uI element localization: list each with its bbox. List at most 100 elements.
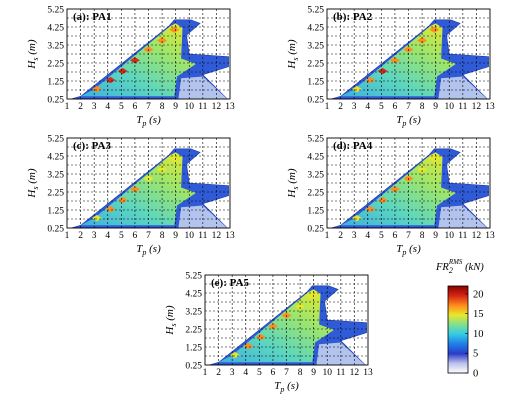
x-tick-label: 10 — [185, 102, 195, 112]
x-tick-label: 13 — [225, 102, 235, 112]
x-tick-label: 4 — [365, 102, 370, 112]
x-tick-label: 6 — [133, 102, 138, 112]
colorbar-tick-label: 10 — [473, 329, 484, 340]
x-tick-label: 13 — [363, 368, 373, 378]
y-tick-label: 5.25 — [47, 6, 64, 16]
x-tick-label: 2 — [338, 231, 343, 241]
plot-frame — [66, 8, 231, 100]
peak-point — [117, 67, 128, 75]
peak-point — [351, 85, 362, 93]
y-tick-label: 2.25 — [47, 60, 64, 70]
x-tick-label: 1 — [65, 231, 70, 241]
x-tick-label: 7 — [406, 102, 411, 112]
wave-domain-low — [438, 76, 488, 99]
x-tick-label: 2 — [216, 368, 221, 378]
y-axis-label: Hs (m) — [26, 168, 40, 198]
panel-title: (c): PA3 — [73, 140, 111, 152]
x-tick-label: 11 — [458, 102, 467, 112]
y-axis-label: Hs (m) — [164, 305, 178, 335]
peak-point — [377, 196, 388, 204]
x-tick-label: 3 — [230, 368, 235, 378]
colorbar-tick-label: 0 — [473, 369, 478, 380]
peak-point — [129, 57, 140, 64]
peak-point — [377, 67, 388, 75]
y-tick-label: 3.25 — [47, 42, 64, 52]
plot-frame — [326, 8, 491, 100]
peak-point — [157, 166, 168, 173]
x-tick-label: 3 — [352, 231, 357, 241]
peak-point — [295, 303, 306, 310]
x-tick-label: 8 — [160, 102, 165, 112]
peak-point — [117, 196, 128, 204]
wave-domain-low — [438, 205, 488, 228]
y-tick-label: 1.25 — [47, 207, 64, 217]
x-tick-label: 12 — [212, 102, 222, 112]
x-axis-label: Tp (s) — [396, 114, 421, 128]
peak-point — [417, 37, 428, 44]
y-tick-label: 2.25 — [307, 60, 324, 70]
x-tick-label: 4 — [105, 102, 110, 112]
y-tick-label: 5.25 — [47, 135, 64, 145]
y-tick-label: 4.25 — [307, 153, 324, 163]
y-tick-label: 5.25 — [307, 6, 324, 16]
x-tick-label: 7 — [146, 102, 151, 112]
x-tick-label: 6 — [271, 368, 276, 378]
colorbar-tick-label: 5 — [473, 349, 478, 360]
x-axis-label: Tp (s) — [396, 243, 421, 257]
peak-point — [267, 323, 278, 330]
x-tick-label: 3 — [92, 102, 97, 112]
x-tick-label: 13 — [485, 102, 495, 112]
peak-point — [255, 333, 266, 341]
wave-domain-low — [316, 342, 366, 365]
panel-title: (a): PA1 — [73, 11, 112, 23]
y-tick-label: 4.25 — [185, 290, 202, 300]
x-tick-label: 11 — [336, 368, 345, 378]
peak-point — [389, 57, 400, 64]
peak-point — [429, 26, 440, 33]
plot-frame — [326, 137, 491, 229]
x-tick-label: 4 — [105, 231, 110, 241]
panel-a: 1 2 3 4 5 6 7 8 9 10 11 12 130.251.252.253.254.255.2… — [26, 6, 235, 129]
y-tick-label: 4.25 — [307, 24, 324, 34]
peak-point — [91, 85, 102, 93]
x-tick-label: 6 — [393, 102, 398, 112]
x-tick-label: 4 — [365, 231, 370, 241]
panel-title: (e): PA5 — [211, 277, 249, 289]
x-tick-label: 7 — [284, 368, 289, 378]
colorbar-tick-label: 15 — [473, 309, 484, 320]
y-tick-label: 1.25 — [47, 78, 64, 88]
x-tick-label: 13 — [485, 231, 495, 241]
x-tick-label: 7 — [406, 231, 411, 241]
x-tick-label: 8 — [420, 231, 425, 241]
y-tick-label: 2.25 — [307, 189, 324, 199]
x-tick-label: 5 — [379, 102, 384, 112]
peak-point — [169, 155, 180, 162]
x-tick-label: 1 — [65, 102, 70, 112]
y-tick-label: 3.25 — [47, 171, 64, 181]
y-tick-label: 1.25 — [307, 207, 324, 217]
x-tick-label: 10 — [445, 231, 455, 241]
y-axis-label: Hs (m) — [286, 168, 300, 198]
x-tick-label: 8 — [420, 102, 425, 112]
y-tick-label: 0.25 — [185, 362, 202, 372]
panel-title: (b): PA2 — [333, 11, 373, 23]
x-tick-label: 12 — [350, 368, 360, 378]
y-tick-label: 0.25 — [47, 96, 64, 106]
x-tick-label: 9 — [311, 368, 316, 378]
x-tick-label: 12 — [472, 102, 482, 112]
x-tick-label: 6 — [393, 231, 398, 241]
x-tick-label: 7 — [146, 231, 151, 241]
y-axis-label: Hs (m) — [286, 39, 300, 69]
panel-b: 1 2 3 4 5 6 7 8 9 10 11 12 130.251.252.253.254.255.2… — [286, 6, 495, 129]
x-tick-label: 11 — [198, 102, 207, 112]
y-tick-label: 2.25 — [47, 189, 64, 199]
x-tick-label: 12 — [472, 231, 482, 241]
y-tick-label: 3.25 — [307, 171, 324, 181]
y-tick-label: 4.25 — [47, 153, 64, 163]
peak-point — [157, 37, 168, 44]
x-tick-label: 10 — [185, 231, 195, 241]
y-tick-label: 0.25 — [307, 225, 324, 235]
peak-point — [429, 155, 440, 162]
x-tick-label: 5 — [257, 368, 262, 378]
